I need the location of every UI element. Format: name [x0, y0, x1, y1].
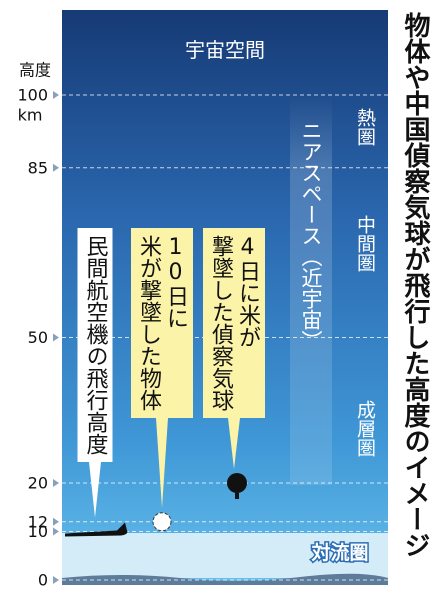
callout-label: 民間航空機の飛行高度 — [83, 235, 109, 455]
tick-mark — [53, 163, 59, 172]
tick-mark — [53, 576, 59, 584]
callout-box — [77, 228, 113, 462]
callout-label: 10日に — [163, 235, 188, 329]
callout-label: 撃墜した偵察気球 — [208, 235, 234, 411]
layer-label: 熱圏 — [354, 108, 376, 146]
callout-label: 4日に米が — [235, 235, 261, 348]
layer-label: 成層圏 — [354, 400, 376, 457]
tick-mark — [53, 333, 59, 342]
callout-pointer — [228, 418, 240, 469]
callout-pointer — [156, 418, 168, 508]
y-tick-label: 12 — [28, 512, 48, 531]
near-space-label: ニアスペース（近宇宙） — [299, 120, 323, 351]
balloon — [227, 473, 247, 493]
ground — [62, 573, 388, 585]
callout-pointer — [89, 462, 101, 518]
plane — [65, 522, 128, 537]
y-tick-label: 85 — [28, 158, 48, 177]
tick-mark — [53, 527, 59, 536]
layer-label: 中間圏 — [354, 215, 376, 272]
y-tick-label: 20 — [28, 474, 48, 493]
y-tick-label: 10 — [28, 522, 48, 541]
y-tick-label: 0 — [38, 571, 48, 590]
callout-box — [203, 228, 265, 418]
tick-mark — [53, 479, 59, 487]
tick-mark — [53, 517, 59, 526]
axis-title: 高度 — [19, 61, 51, 80]
balloon-basket — [235, 493, 239, 499]
callout-label: 米が撃墜した物体 — [136, 235, 162, 411]
object — [152, 512, 172, 532]
tick-mark — [53, 91, 59, 99]
troposphere-band — [62, 533, 388, 578]
callout-box — [131, 228, 193, 418]
layer-label: 対流圏 — [310, 541, 368, 564]
axis-unit: km — [18, 106, 43, 125]
space-label: 宇宙空間 — [185, 38, 265, 62]
y-tick-label: 100 — [17, 86, 48, 105]
near-space-band — [290, 95, 332, 485]
y-tick-label: 50 — [28, 328, 48, 347]
title: 物体や中国偵察気球が飛行した高度のイメージ — [400, 12, 431, 558]
